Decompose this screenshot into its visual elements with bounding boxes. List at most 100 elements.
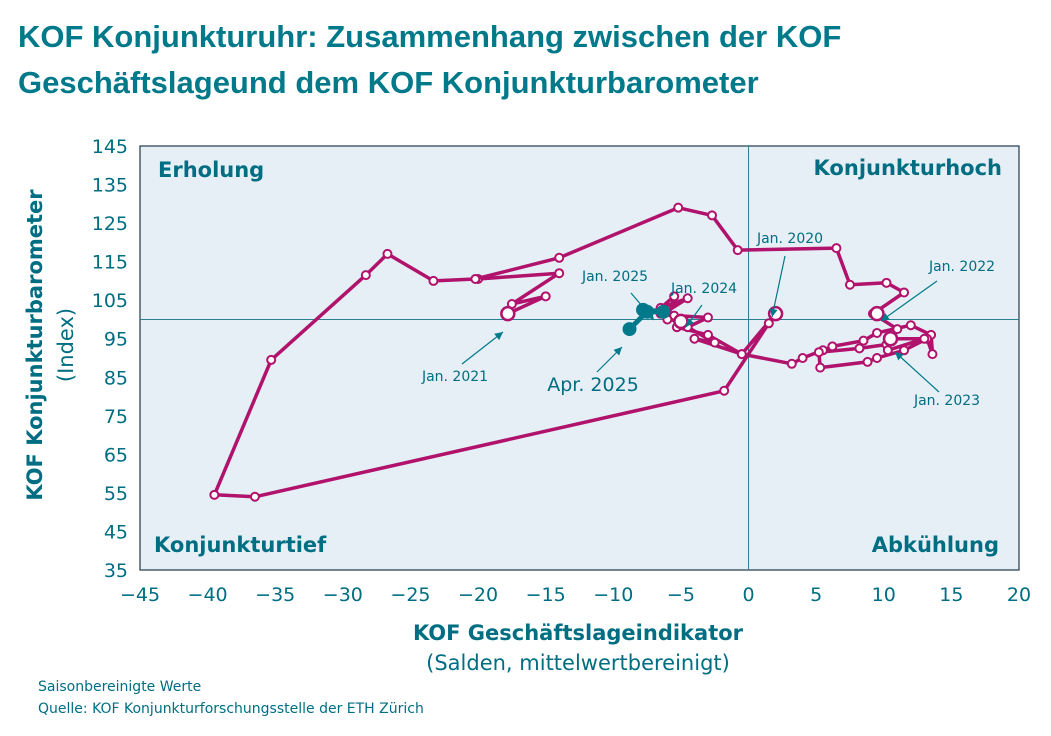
series-main-point bbox=[682, 293, 693, 304]
chart-title-line-2: Geschäftslageund dem KOF Konjunkturbarom… bbox=[18, 65, 759, 100]
quadrant-label-konjunkturtief: Konjunkturtief bbox=[154, 533, 327, 557]
annotation-arrowhead bbox=[881, 313, 890, 321]
annotation-arrowhead bbox=[895, 352, 904, 361]
series-main-point bbox=[844, 279, 855, 290]
series-main-point bbox=[249, 491, 260, 502]
x-tick-label: −45 bbox=[120, 584, 160, 606]
quadrant-label-konjunkturhoch: Konjunkturhoch bbox=[814, 156, 1002, 180]
x-tick-label: 5 bbox=[810, 584, 822, 606]
series-main-point bbox=[927, 349, 938, 360]
y-tick-label: 45 bbox=[104, 521, 128, 543]
annotation-arrowhead bbox=[613, 347, 622, 356]
series-main-point bbox=[892, 324, 903, 335]
series-main-point bbox=[905, 320, 916, 331]
series-main-point bbox=[428, 275, 439, 286]
series-main-point bbox=[813, 347, 824, 358]
y-tick-label: 105 bbox=[92, 290, 128, 312]
january-marker bbox=[869, 305, 885, 322]
series-main-point bbox=[673, 202, 684, 213]
series-main-point bbox=[786, 358, 797, 369]
january-marker bbox=[882, 330, 899, 347]
january-marker bbox=[500, 305, 516, 322]
annotation-label: Jan. 2021 bbox=[421, 369, 488, 385]
series-main-point bbox=[719, 385, 730, 396]
y-tick-label: 35 bbox=[104, 560, 128, 582]
series-main-point bbox=[689, 333, 700, 344]
footnote-seasonal: Saisonbereinigte Werte bbox=[38, 679, 202, 695]
x-tick-label: 15 bbox=[939, 584, 963, 606]
series-main-point bbox=[899, 345, 910, 356]
january-marker bbox=[673, 313, 689, 330]
annotation-pointer bbox=[771, 255, 786, 318]
y-tick-label: 125 bbox=[92, 213, 128, 235]
annotation-label: Jan. 2023 bbox=[913, 393, 980, 409]
annotation-arrowhead bbox=[686, 318, 694, 327]
x-tick-label: −10 bbox=[593, 584, 633, 606]
y-axis-ticks: 35 45 55 65 75 85 95 105 115 125 135 145 bbox=[92, 136, 128, 582]
series-loop-2021-point bbox=[540, 291, 551, 302]
x-tick-label: 0 bbox=[742, 584, 754, 606]
series-main-point bbox=[797, 353, 808, 363]
series-main-point bbox=[707, 210, 718, 221]
series-main-point bbox=[360, 270, 371, 281]
y-tick-label: 65 bbox=[104, 444, 128, 466]
series-main-point bbox=[827, 341, 838, 352]
y-tick-label: 145 bbox=[92, 136, 128, 158]
x-tick-label: −25 bbox=[390, 584, 430, 606]
annotation-pointer bbox=[880, 280, 938, 322]
series-main-point bbox=[899, 287, 910, 298]
x-axis-title: KOF Geschäftslageindikator bbox=[413, 621, 744, 645]
x-tick-label: −40 bbox=[188, 584, 228, 606]
series-main-point bbox=[669, 291, 680, 302]
series-main-point bbox=[470, 273, 481, 284]
series-main-point bbox=[872, 353, 883, 363]
series-main-point bbox=[854, 343, 865, 354]
y-tick-label: 135 bbox=[92, 175, 128, 197]
series-main-point bbox=[862, 356, 873, 367]
annotation-label: Apr. 2025 bbox=[547, 374, 639, 396]
quadrant-label-abkuehlung: Abkühlung bbox=[872, 533, 999, 557]
annotation-arrowhead bbox=[494, 332, 503, 341]
annotation-pointer bbox=[461, 331, 504, 365]
series-main-point bbox=[881, 277, 892, 288]
series-main-point bbox=[554, 252, 565, 263]
annotation-label: Jan. 2022 bbox=[928, 259, 995, 275]
annotation-label: Jan. 2025 bbox=[581, 269, 648, 285]
annotation-label: Jan. 2020 bbox=[756, 231, 823, 247]
annotation-arrowhead bbox=[769, 308, 778, 317]
footnote-source: Quelle: KOF Konjunkturforschungsstelle d… bbox=[38, 701, 424, 717]
quadrant-label-erholung: Erholung bbox=[158, 158, 264, 182]
series-main-point bbox=[209, 489, 220, 500]
annotation-label: Jan. 2024 bbox=[670, 281, 737, 297]
series-main-point bbox=[702, 329, 713, 340]
annotations: Jan. 2020 Jan. 2021 Jan. 2022 Jan. 2023 Jan.… bbox=[421, 231, 995, 409]
y-tick-label: 75 bbox=[104, 406, 128, 428]
series-main-point bbox=[732, 245, 743, 256]
x-tick-label: −20 bbox=[458, 584, 498, 606]
x-tick-label: −15 bbox=[526, 584, 566, 606]
y-tick-label: 95 bbox=[104, 329, 128, 351]
quadrant-labels: Erholung Konjunkturhoch Konjunkturtief A… bbox=[154, 156, 1002, 557]
series-main-point bbox=[709, 337, 720, 348]
x-tick-label: −30 bbox=[323, 584, 363, 606]
x-axis-ticks: −45 −40 −35 −30 −25 −20 −15 −10 −5 0 5 10 15 20 bbox=[120, 584, 1031, 606]
series-main-point bbox=[736, 349, 747, 360]
series-main bbox=[209, 202, 938, 502]
y-tick-label: 55 bbox=[104, 483, 128, 505]
y-axis-title: KOF Konjunkturbarometer bbox=[23, 189, 47, 501]
series-2025-point bbox=[656, 304, 671, 319]
series-main-point bbox=[702, 312, 713, 323]
y-tick-label: 115 bbox=[92, 252, 128, 274]
series-main-point bbox=[872, 327, 883, 338]
x-tick-label: −35 bbox=[255, 584, 295, 606]
x-tick-label: 20 bbox=[1007, 584, 1031, 606]
chart-title: KOF Konjunkturuhr: Zusammenhang zwischen… bbox=[18, 14, 1038, 106]
series-main-point bbox=[266, 354, 277, 365]
chart-title-line-1: KOF Konjunkturuhr: Zusammenhang zwischen… bbox=[18, 19, 842, 54]
series-main-point bbox=[763, 318, 774, 329]
series-main-point bbox=[815, 362, 826, 373]
annotation-arrowhead bbox=[645, 311, 654, 320]
series-main-point bbox=[858, 335, 869, 346]
series-main-point bbox=[882, 345, 893, 356]
